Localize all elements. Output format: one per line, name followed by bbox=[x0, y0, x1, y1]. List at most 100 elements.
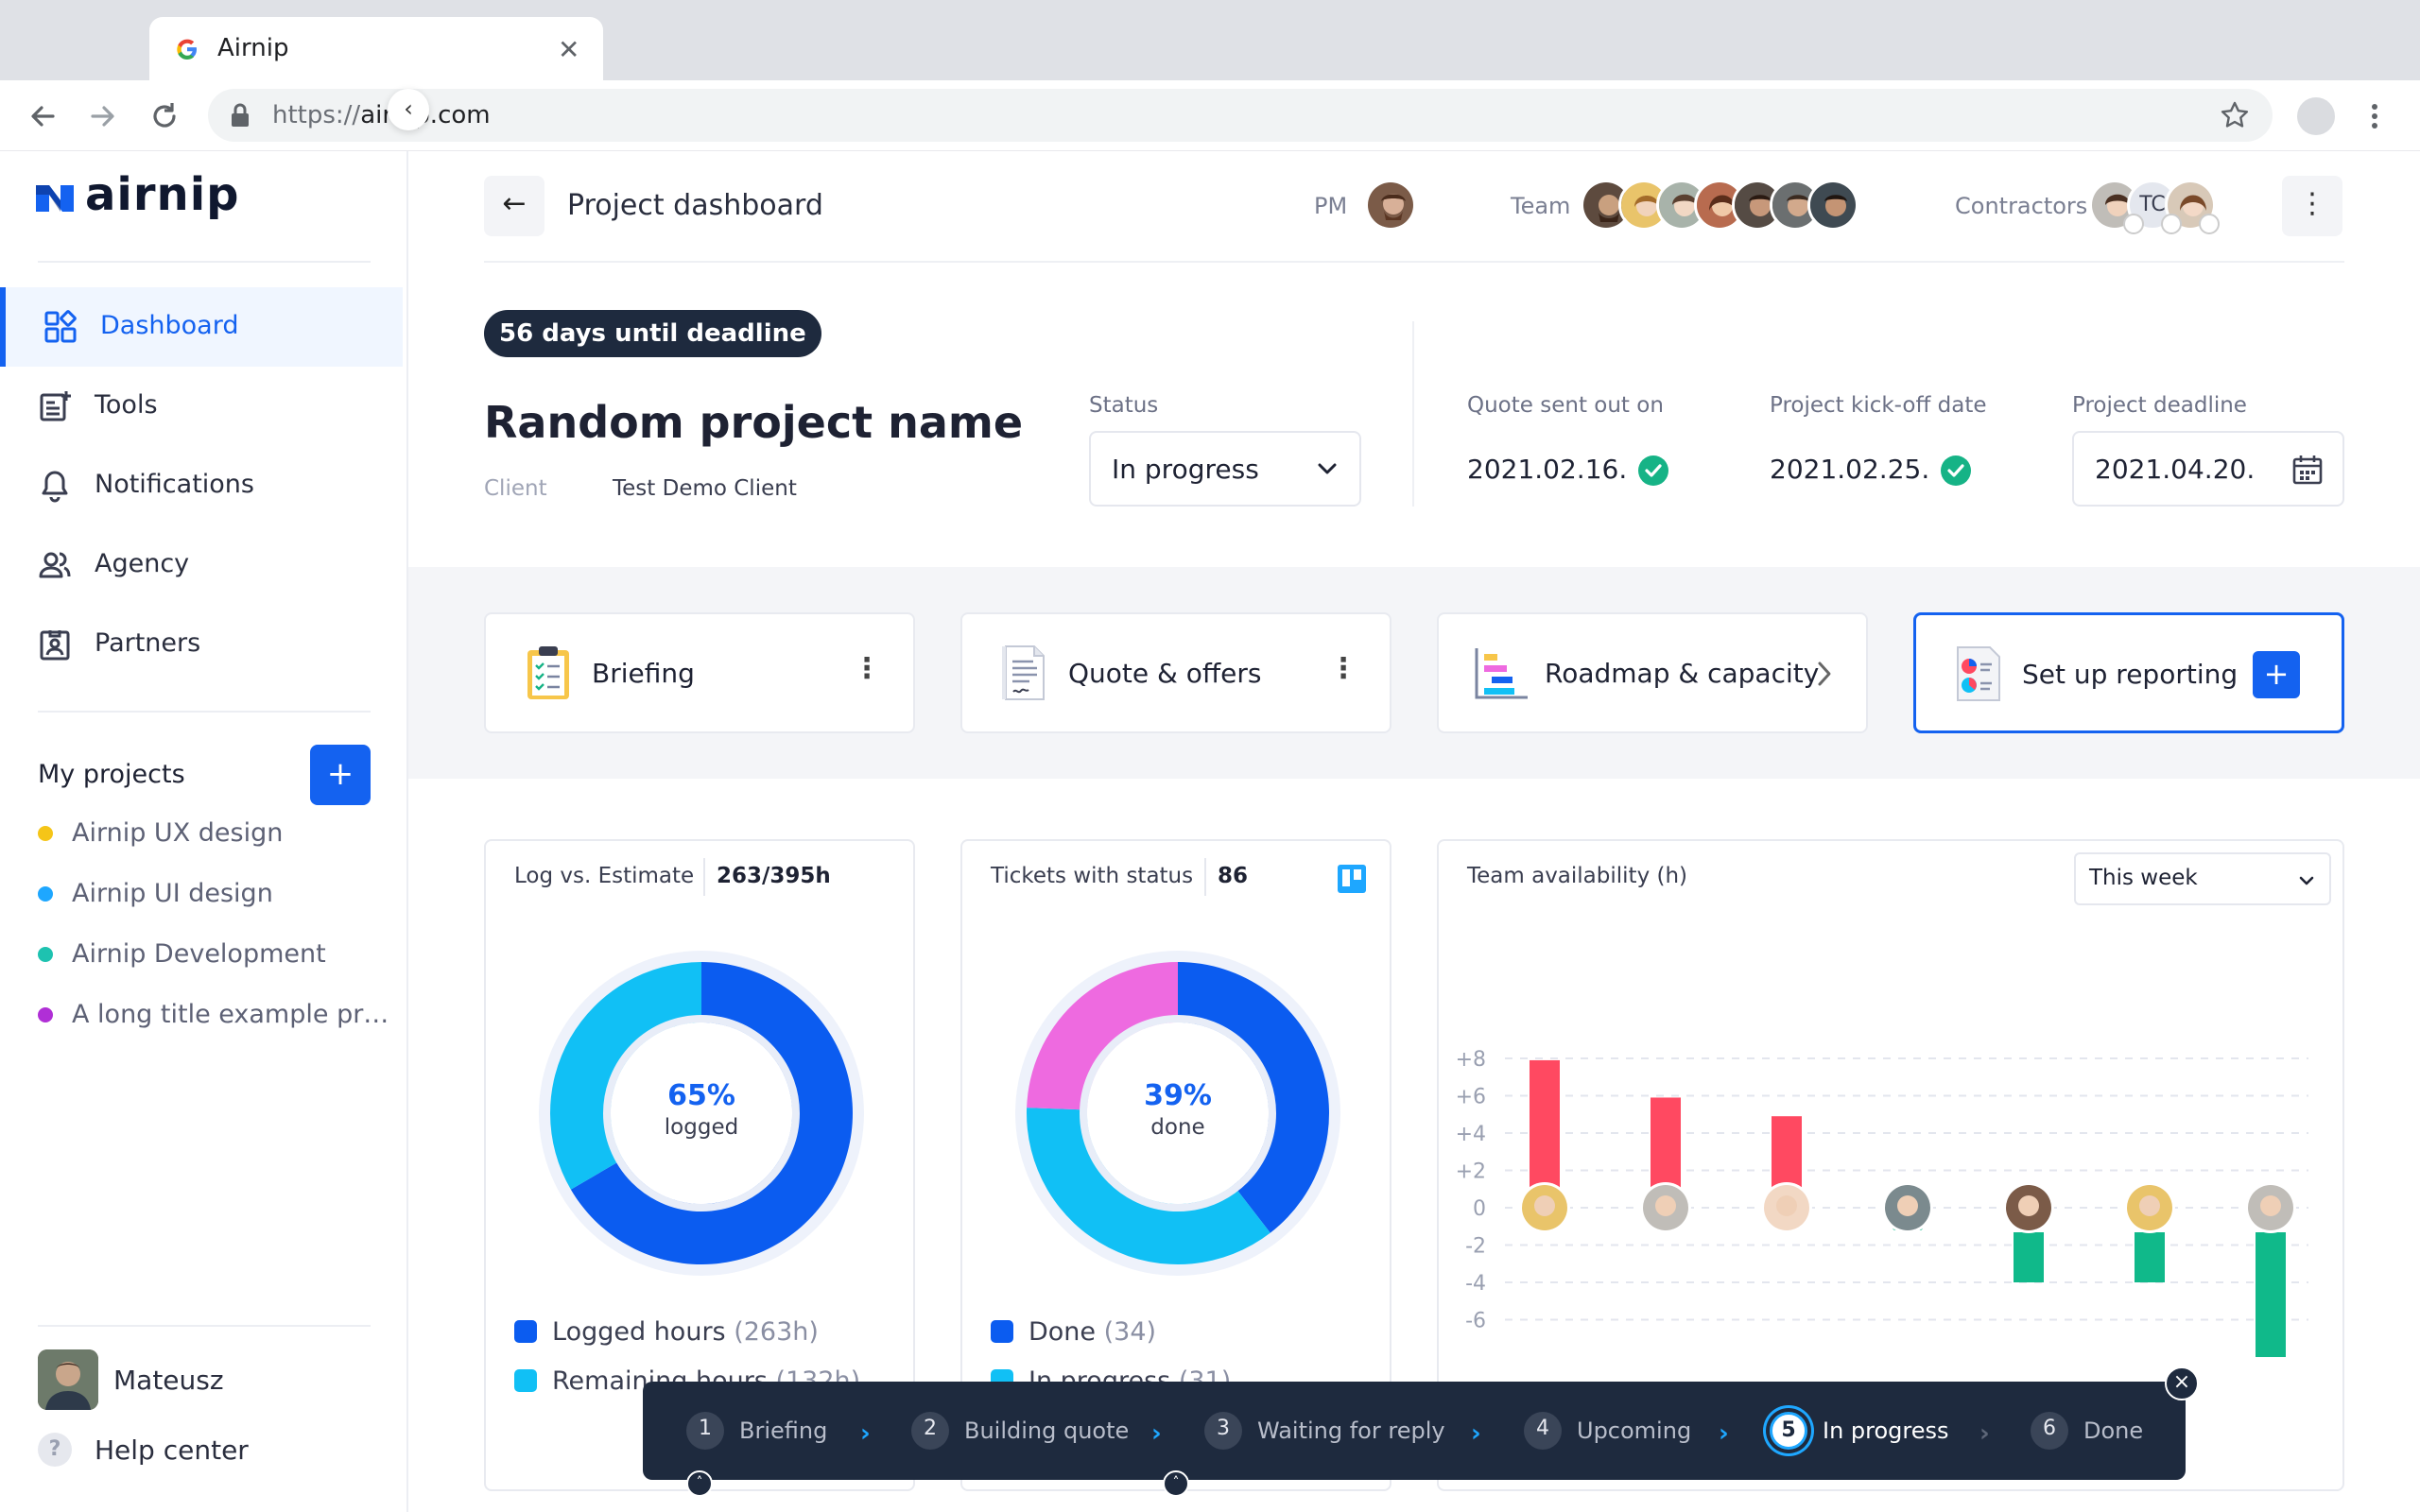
sidebar-item-dashboard[interactable]: Dashboard bbox=[0, 287, 403, 367]
page-title: Project dashboard bbox=[567, 189, 823, 222]
chevron-up-icon[interactable]: ˄ bbox=[686, 1470, 713, 1497]
member-avatar-face bbox=[2139, 1195, 2160, 1216]
check-icon bbox=[1941, 455, 1972, 486]
step-number: 1 bbox=[686, 1412, 724, 1450]
omnibox[interactable]: https://airnip.com bbox=[208, 89, 2273, 142]
more-options-button[interactable]: ⋮ bbox=[2282, 176, 2342, 236]
kebab-menu-icon[interactable]: ⋮ bbox=[1329, 652, 1357, 685]
tool-card-label: Briefing bbox=[592, 658, 695, 689]
project-name: Airnip Development bbox=[72, 939, 326, 969]
project-name: A long title example pr… bbox=[72, 1000, 389, 1029]
tool-card-briefing[interactable]: Briefing ⋮ bbox=[484, 612, 915, 733]
project-dot bbox=[38, 886, 53, 902]
profile-icon[interactable] bbox=[2297, 97, 2335, 135]
close-icon[interactable]: × bbox=[2165, 1366, 2199, 1400]
collapse-sidebar-button[interactable]: ‹ bbox=[388, 89, 429, 130]
sidebar-item-label: Agency bbox=[95, 549, 190, 578]
member-avatar-face bbox=[1655, 1195, 1676, 1216]
kebab-menu-icon[interactable]: ⋮ bbox=[853, 652, 881, 685]
team-avatar[interactable] bbox=[1694, 180, 1745, 231]
logo-text: airnip bbox=[85, 168, 240, 221]
member-avatar-face bbox=[1776, 1195, 1797, 1216]
contractors-label: Contractors bbox=[1955, 193, 2088, 219]
reload-icon[interactable] bbox=[146, 97, 183, 135]
availability-bar bbox=[2256, 1232, 2286, 1358]
chevron-right-icon: › bbox=[1471, 1419, 1481, 1448]
tool-card-label: Roadmap & capacity bbox=[1545, 658, 1820, 689]
team-avatar[interactable] bbox=[1807, 180, 1858, 231]
tab-close-icon[interactable]: ✕ bbox=[558, 34, 580, 65]
calendar-icon[interactable] bbox=[2291, 454, 2324, 486]
kickoff-date-label: Project kick-off date bbox=[1770, 393, 1987, 418]
chevron-right-icon bbox=[1818, 662, 1831, 686]
team-avatar[interactable] bbox=[1770, 180, 1821, 231]
browser-back-icon[interactable] bbox=[25, 97, 62, 135]
project-dot bbox=[38, 1007, 53, 1022]
pm-avatar[interactable] bbox=[1365, 180, 1416, 231]
back-button[interactable]: ← bbox=[484, 176, 544, 236]
sidebar-divider bbox=[38, 711, 371, 713]
y-tick-label: +4 bbox=[1456, 1123, 1486, 1146]
tool-card-quote[interactable]: Quote & offers ⋮ bbox=[960, 612, 1392, 733]
browser-forward-icon[interactable] bbox=[83, 97, 121, 135]
chevron-up-icon[interactable]: ˄ bbox=[1163, 1470, 1189, 1497]
project-name: Random project name bbox=[484, 397, 1024, 448]
bookmark-star-icon[interactable] bbox=[2220, 100, 2250, 130]
project-dot bbox=[38, 947, 53, 962]
contractor-badge-icon bbox=[2123, 214, 2144, 234]
clipboard-icon bbox=[527, 646, 569, 699]
donut-inner-ring bbox=[1080, 1015, 1276, 1211]
project-name: Airnip UI design bbox=[72, 879, 273, 908]
deadline-date-field[interactable]: 2021.04.20. bbox=[2072, 431, 2344, 507]
chevron-right-icon: › bbox=[860, 1419, 871, 1448]
legend-swatch bbox=[991, 1320, 1013, 1343]
status-label: Status bbox=[1089, 393, 1159, 418]
legend-swatch bbox=[514, 1320, 537, 1343]
airnip-logo[interactable]: airnip bbox=[36, 168, 239, 221]
sidebar-item-label: Notifications bbox=[95, 470, 254, 499]
legend-count: (263h) bbox=[734, 1317, 819, 1347]
sidebar-item-partners[interactable]: Partners bbox=[0, 605, 403, 684]
roadmap-icon bbox=[1475, 648, 1528, 699]
availability-bar bbox=[2014, 1232, 2044, 1283]
avatar bbox=[38, 1349, 98, 1410]
y-tick-label: +6 bbox=[1456, 1085, 1486, 1108]
add-project-button[interactable]: + bbox=[310, 745, 371, 805]
sidebar-item-agency[interactable]: Agency bbox=[0, 525, 403, 605]
team-availability-bar-chart: +8 +6 +4 +2 0 -2 -4 -6 bbox=[1456, 1048, 2308, 1358]
user-name: Mateusz bbox=[113, 1365, 224, 1396]
check-icon bbox=[1638, 455, 1669, 486]
step-label: Building quote bbox=[964, 1418, 1130, 1444]
period-select[interactable]: This week bbox=[2074, 852, 2331, 905]
dashboard-icon bbox=[44, 310, 77, 343]
report-icon bbox=[1957, 646, 2000, 701]
status-select[interactable]: In progress bbox=[1089, 431, 1361, 507]
step-label: Waiting for reply bbox=[1257, 1418, 1445, 1444]
bell-icon bbox=[42, 471, 68, 503]
y-tick-label: -4 bbox=[1465, 1272, 1486, 1296]
sidebar-item-tools[interactable]: Tools bbox=[0, 367, 403, 446]
widget-title-divider bbox=[703, 858, 705, 896]
member-avatar-face bbox=[2018, 1195, 2039, 1216]
widget-value: 86 bbox=[1218, 864, 1249, 888]
tool-card-label: Quote & offers bbox=[1068, 658, 1262, 689]
sidebar-divider bbox=[38, 261, 371, 263]
tool-card-roadmap[interactable]: Roadmap & capacity bbox=[1437, 612, 1868, 733]
tool-card-reporting[interactable]: Set up reporting + bbox=[1913, 612, 2344, 733]
add-report-button[interactable]: + bbox=[2253, 651, 2300, 698]
browser-tab-bar: Airnip ✕ bbox=[0, 0, 2420, 81]
browser-menu-icon[interactable] bbox=[2365, 97, 2384, 135]
y-tick-label: -2 bbox=[1465, 1235, 1486, 1259]
step-number: 5 bbox=[1770, 1412, 1807, 1450]
member-avatar-face bbox=[1534, 1195, 1555, 1216]
availability-bar bbox=[2135, 1232, 2165, 1283]
tab-title: Airnip bbox=[217, 34, 289, 62]
trello-icon[interactable] bbox=[1337, 864, 1367, 894]
tool-card-label: Set up reporting bbox=[2022, 659, 2238, 690]
sidebar-item-notifications[interactable]: Notifications bbox=[0, 446, 403, 525]
legend-label: Logged hours bbox=[552, 1317, 726, 1347]
quote-date-value: 2021.02.16. bbox=[1467, 454, 1669, 486]
step-label: Briefing bbox=[739, 1418, 828, 1444]
step-label: Upcoming bbox=[1577, 1418, 1692, 1444]
browser-tab[interactable]: Airnip ✕ bbox=[149, 17, 603, 81]
